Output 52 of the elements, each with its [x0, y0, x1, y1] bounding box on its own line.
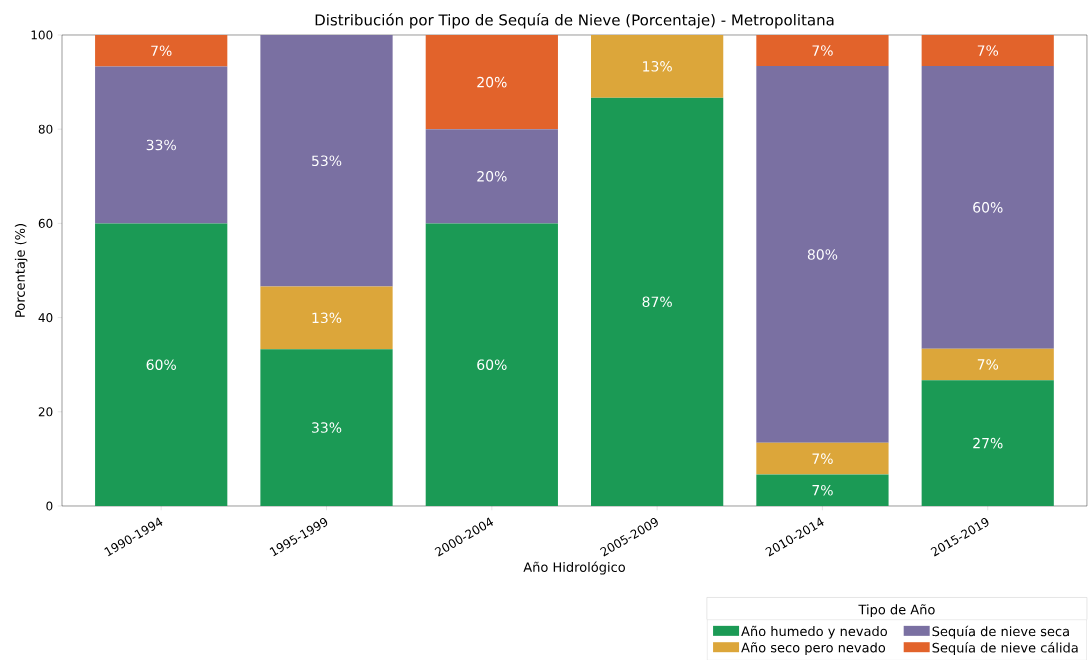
data-label: 20%: [477, 170, 507, 182]
data-label: 13%: [312, 312, 342, 324]
bar: [591, 34, 724, 98]
data-label: 20%: [477, 76, 507, 88]
data-label: 7%: [812, 453, 833, 464]
legend-label: Año humedo y nevado: [741, 625, 887, 639]
data-label: 7%: [812, 484, 833, 496]
legend-label: Sequía de nieve seca: [932, 625, 1069, 639]
y-tick-label: 60: [38, 218, 53, 228]
legend-label: Año seco pero nevado: [741, 642, 886, 655]
data-label: 60%: [146, 359, 176, 370]
bar: [260, 286, 393, 350]
bar: [756, 442, 889, 475]
bar: [921, 34, 1054, 67]
bar: [260, 34, 393, 287]
data-label: 33%: [312, 422, 342, 433]
bar: [921, 348, 1054, 381]
bar: [425, 223, 558, 506]
y-axis-title: Porcentaje (%): [14, 224, 28, 317]
data-label: 33%: [146, 139, 176, 151]
chart-title: Distribución por Tipo de Sequía de Nieve (Porcentaje) - Metropolitana: [315, 13, 834, 29]
data-label: 53%: [312, 155, 342, 167]
bar: [425, 129, 558, 224]
y-tick-label: 80: [38, 124, 53, 134]
x-axis-title: Año Hidrológico: [523, 561, 625, 575]
data-label: 7%: [977, 359, 999, 370]
bar: [921, 66, 1054, 349]
data-label: 87%: [642, 296, 672, 308]
data-label: 7%: [151, 45, 172, 57]
data-label: 80%: [807, 249, 838, 260]
bar: [921, 380, 1054, 506]
y-tick-label: 0: [46, 501, 53, 511]
data-label: 7%: [812, 45, 833, 56]
bar: [260, 349, 393, 506]
bar: [756, 474, 889, 506]
y-tick-label: 40: [38, 313, 53, 323]
bar: [95, 34, 228, 67]
legend-label: Sequía de nieve cálida: [932, 642, 1078, 656]
legend-title: Tipo de Año: [858, 604, 935, 617]
bar: [95, 66, 228, 224]
bar: [425, 34, 558, 130]
y-tick-label: 100: [31, 30, 53, 40]
bar: [95, 223, 228, 506]
data-label: 60%: [973, 202, 1003, 213]
data-label: 13%: [643, 61, 672, 72]
bar: [591, 97, 724, 506]
bar: [756, 34, 889, 67]
y-tick-label: 20: [38, 407, 53, 417]
data-label: 7%: [977, 45, 999, 56]
bar: [756, 66, 889, 443]
data-label: 60%: [477, 359, 507, 370]
data-label: 27%: [973, 437, 1003, 449]
